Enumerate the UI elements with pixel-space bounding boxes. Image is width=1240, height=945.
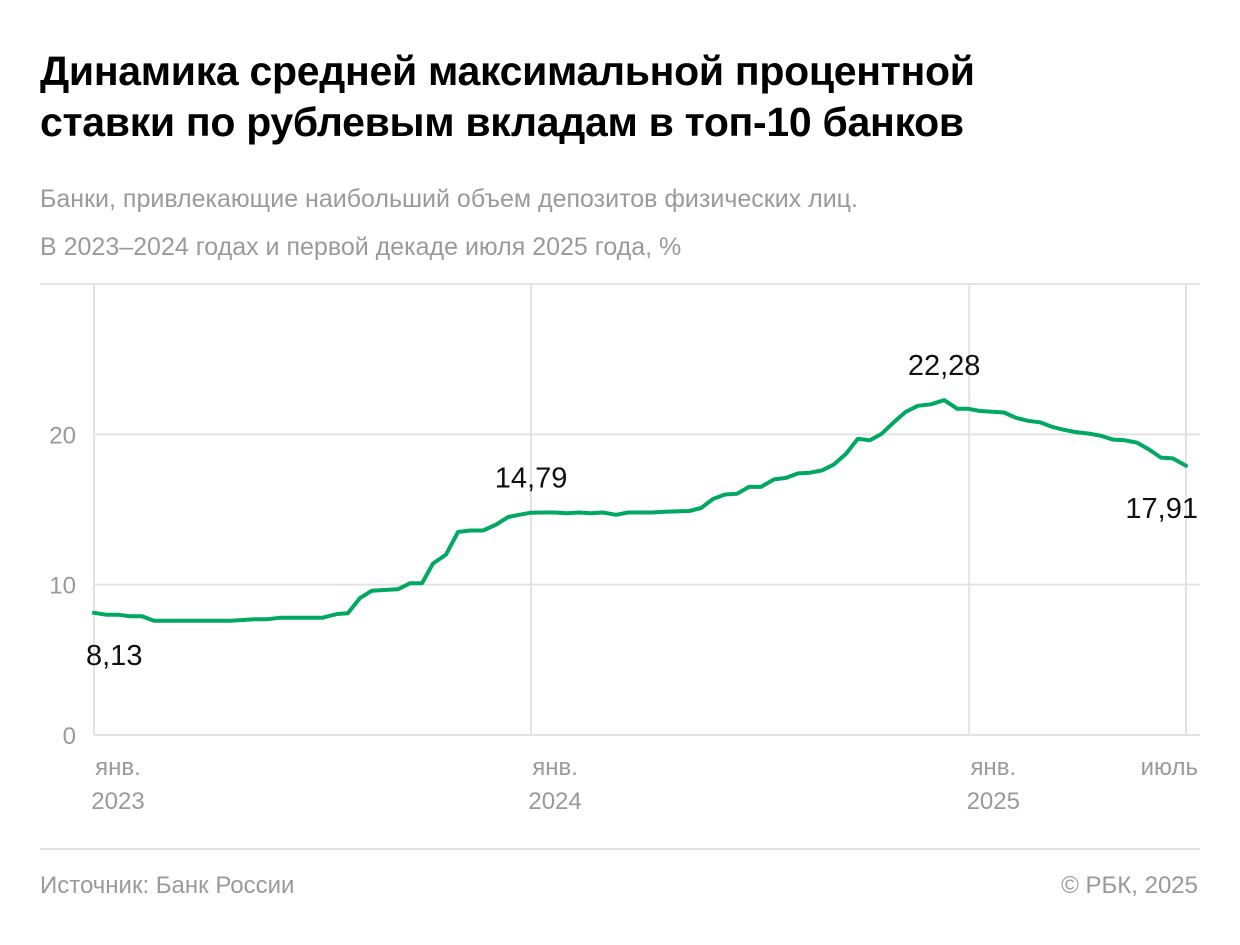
data-label: 8,13 bbox=[86, 640, 142, 672]
title-line-2: ставки по рублевым вкладам в топ-10 банк… bbox=[40, 99, 964, 145]
y-tick-label: 20 bbox=[49, 422, 76, 449]
copyright: © РБК, 2025 bbox=[1061, 872, 1198, 899]
x-tick-label: янв. bbox=[95, 754, 141, 781]
chart-title: Динамика средней максимальной процентной… bbox=[40, 46, 1220, 148]
title-line-1: Динамика средней максимальной процентной bbox=[40, 48, 975, 94]
data-label: 14,79 bbox=[495, 463, 568, 495]
series-line bbox=[92, 398, 1188, 623]
y-tick-label: 0 bbox=[63, 723, 76, 750]
subtitle-line-2: В 2023–2024 годах и первой декаде июля 2… bbox=[40, 233, 682, 261]
x-tick-label: июль bbox=[1141, 754, 1198, 781]
data-label: 22,28 bbox=[908, 350, 981, 382]
source-note: Источник: Банк России bbox=[40, 872, 295, 899]
x-tick-label: янв. bbox=[532, 754, 578, 781]
y-tick-label: 10 bbox=[49, 573, 76, 600]
chart-subtitle: Банки, привлекающие наибольший объем деп… bbox=[40, 175, 1220, 271]
data-label: 17,91 bbox=[1125, 493, 1198, 525]
x-tick-year-label: 2024 bbox=[528, 788, 581, 815]
x-tick-year-label: 2023 bbox=[91, 788, 144, 815]
x-tick-label: янв. bbox=[970, 754, 1016, 781]
x-tick-year-label: 2025 bbox=[967, 788, 1020, 815]
subtitle-line-1: Банки, привлекающие наибольший объем деп… bbox=[40, 185, 858, 213]
